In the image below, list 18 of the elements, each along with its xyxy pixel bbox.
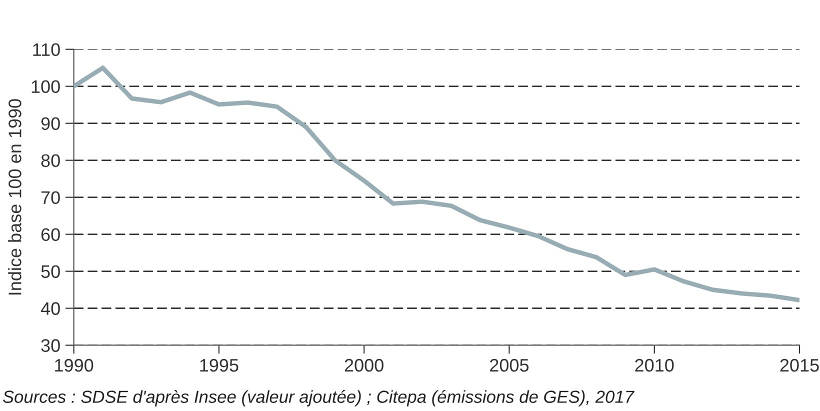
line-series bbox=[74, 66, 800, 302]
y-tick-label: 100 bbox=[32, 80, 60, 94]
y-tick-label: 80 bbox=[41, 154, 60, 168]
x-tick-label: 1995 bbox=[200, 358, 238, 372]
y-tick-label: 40 bbox=[40, 302, 60, 315]
y-tick-label: 50 bbox=[41, 265, 60, 278]
y-axis-title: Indice base 100 en 1990 bbox=[8, 99, 22, 294]
y-tick-label: 110 bbox=[33, 43, 60, 56]
x-tick-label: 2015 bbox=[780, 358, 819, 372]
y-tick-label: 30 bbox=[41, 339, 60, 352]
y-tick-label: 70 bbox=[41, 191, 60, 204]
y-tick-label: 90 bbox=[41, 117, 60, 130]
source-note: Sources : SDSE d'après Insee (valeur ajoutée) ; Citepa (émissions de GES), 2017 bbox=[2, 390, 635, 406]
x-tick-label: 1990 bbox=[55, 358, 94, 372]
x-tick-label: 2000 bbox=[344, 358, 384, 372]
y-tick-label: 60 bbox=[41, 228, 60, 241]
x-tick-label: 2005 bbox=[490, 358, 529, 372]
x-tick-label: 2010 bbox=[635, 358, 674, 372]
